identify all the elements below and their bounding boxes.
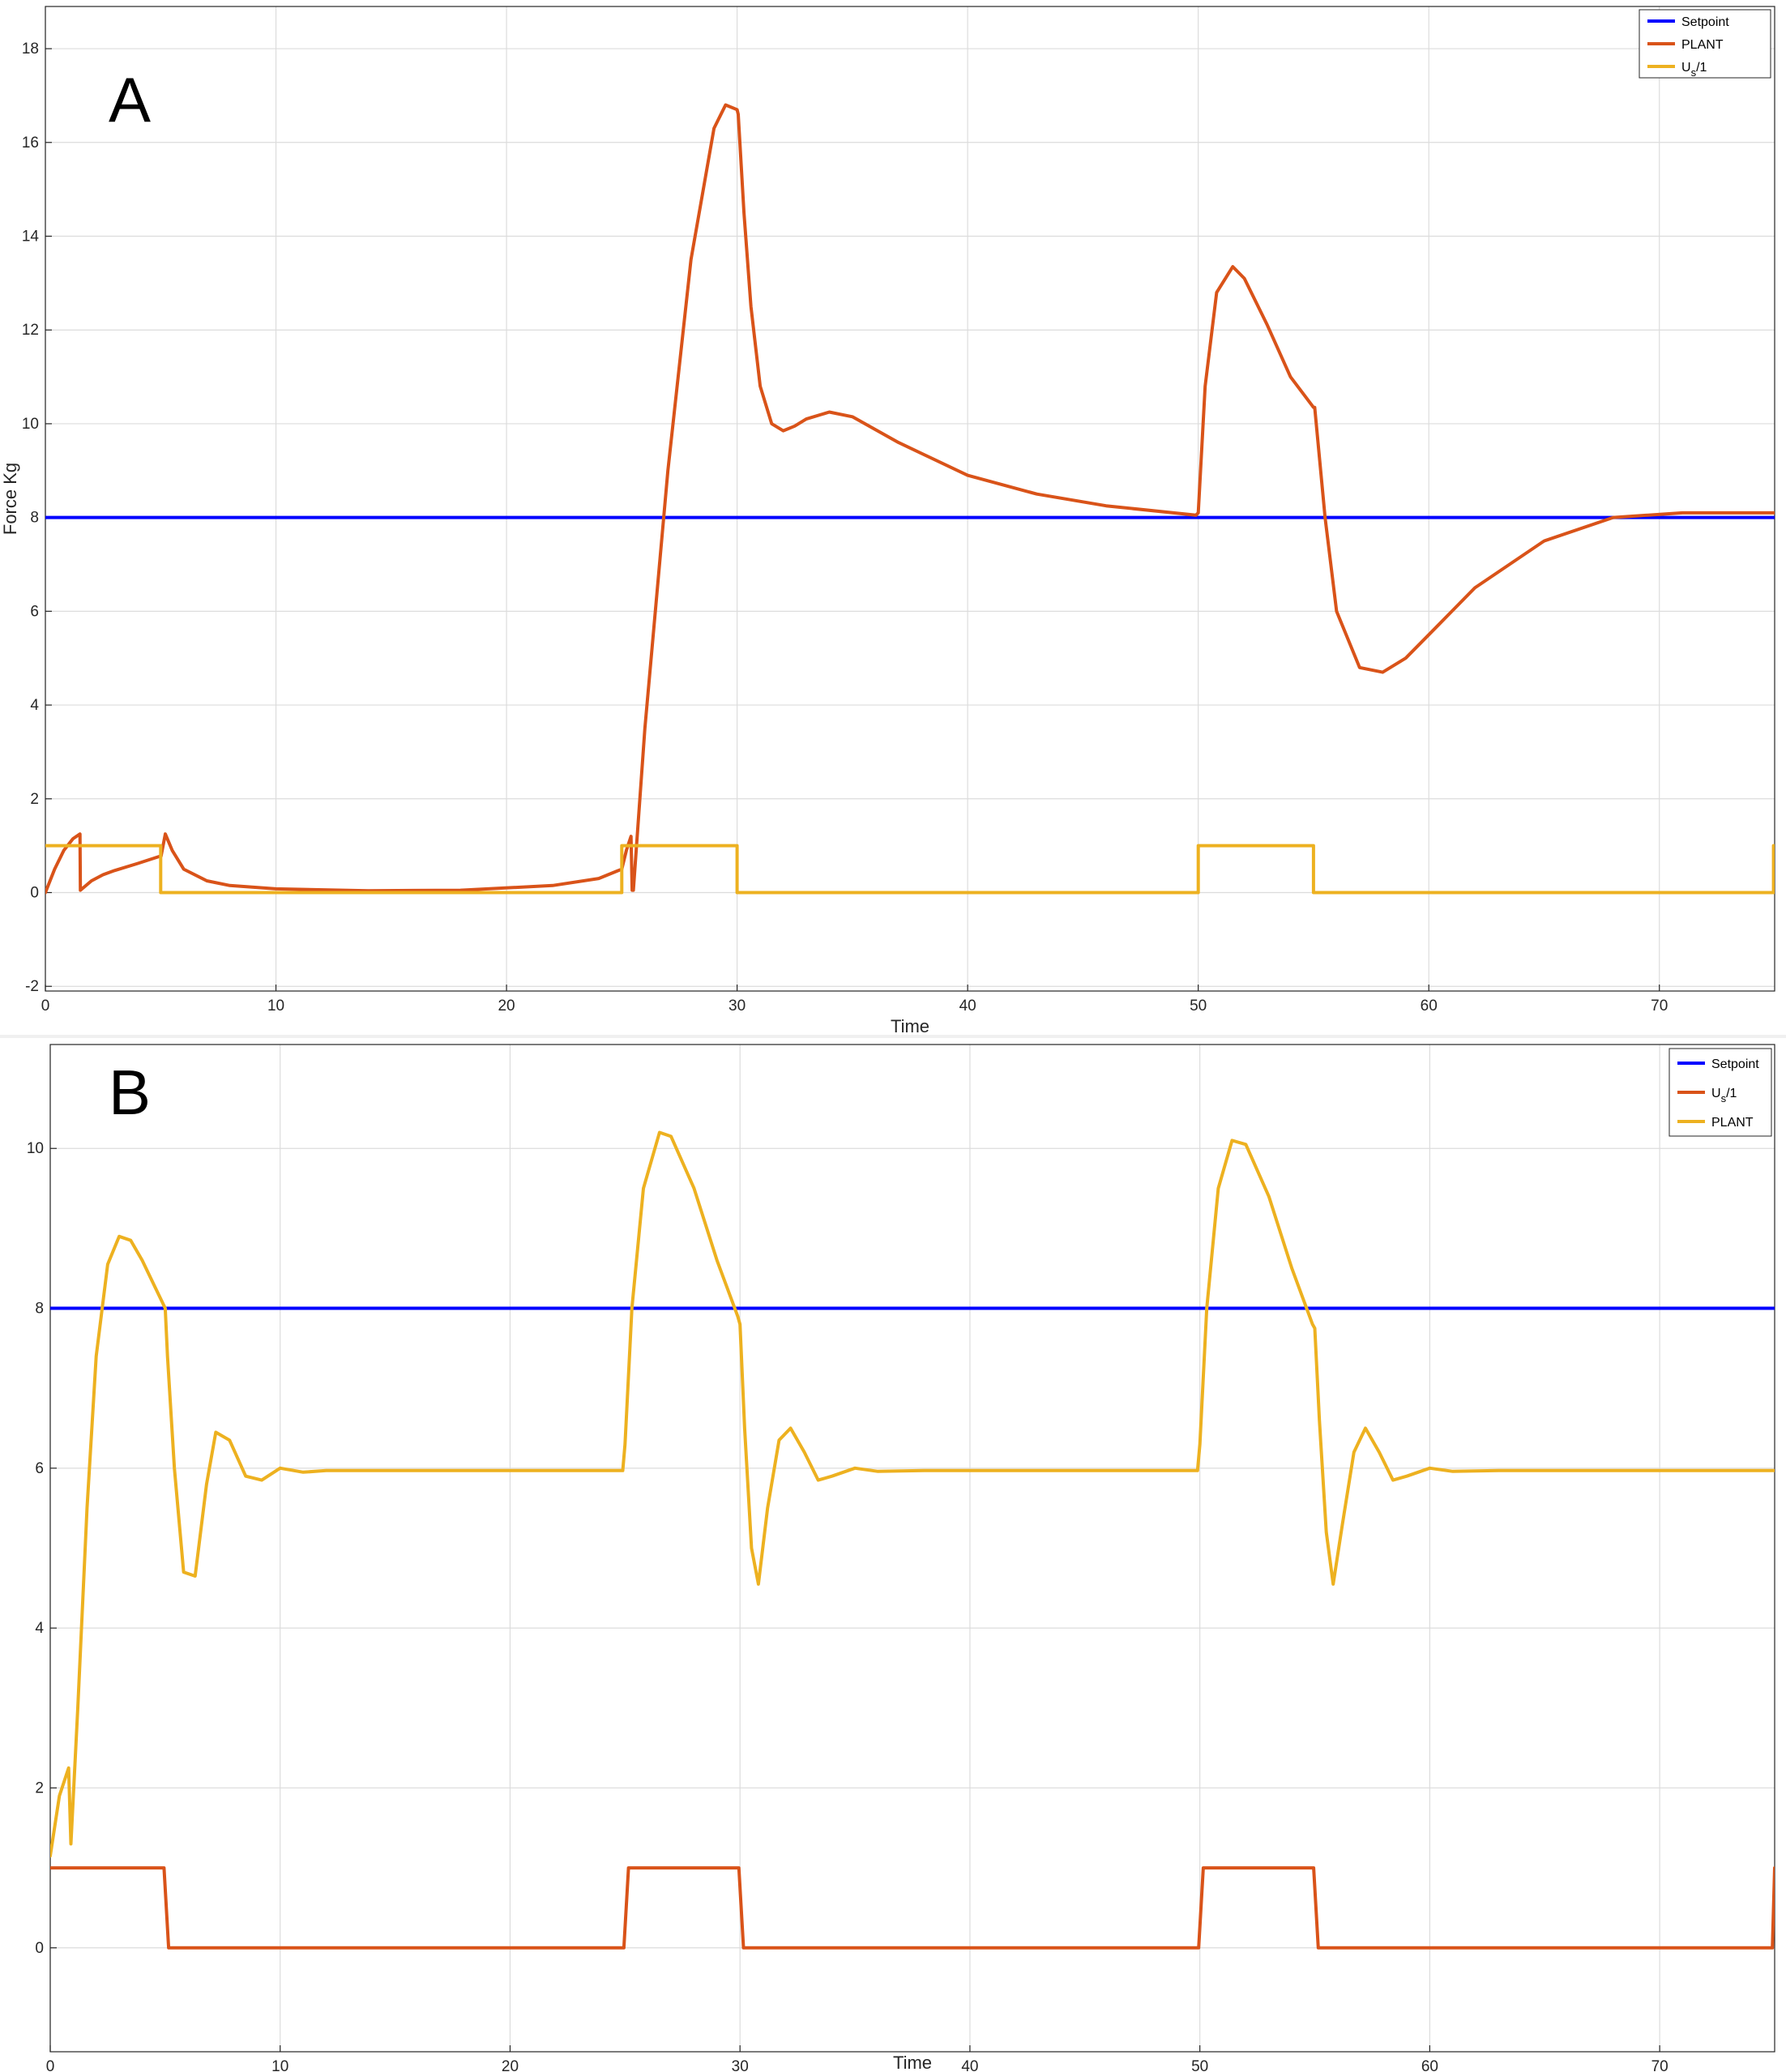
x-axis-title: Time — [891, 1016, 929, 1036]
y-tick-label: 0 — [30, 885, 39, 902]
x-tick-label: 60 — [1421, 2058, 1438, 2072]
x-tick-label: 50 — [1191, 2058, 1208, 2072]
y-tick-label: 14 — [22, 229, 40, 246]
panel-label: A — [109, 64, 151, 135]
series-line-u-s-1 — [50, 1866, 1775, 1950]
series-line-plant — [50, 1130, 1775, 1858]
y-tick-label: 8 — [35, 1301, 44, 1318]
y-tick-label: 12 — [22, 322, 39, 339]
y-tick-label: 10 — [22, 416, 39, 433]
y-tick-label: 2 — [30, 791, 39, 808]
y-tick-label: 10 — [27, 1140, 44, 1157]
x-tick-label: 70 — [1651, 998, 1668, 1015]
legend-entry: Setpoint — [1681, 15, 1729, 29]
x-tick-label: 70 — [1651, 2058, 1668, 2072]
chart-panel-b: 0 10 20 30 40 50 60 70 0 2 4 6 8 10 Time B Setpoint Us/1 P… — [27, 1044, 1775, 2072]
y-tick-label: 4 — [30, 697, 39, 714]
y-tick-label: 16 — [22, 135, 39, 152]
series-group — [45, 103, 1775, 895]
plot-area — [45, 6, 1775, 991]
x-tick-label: 0 — [41, 998, 50, 1015]
legend-entry: PLANT — [1681, 38, 1724, 52]
x-tick-label: 40 — [959, 998, 976, 1015]
axes-box — [49, 1044, 1775, 2053]
axes-box — [45, 6, 1775, 992]
panel-divider — [0, 1035, 1786, 1038]
panel-label: B — [109, 1057, 151, 1128]
y-tick-label: 6 — [30, 603, 39, 620]
y-tick-label: 0 — [35, 1940, 44, 1957]
legend-entry: PLANT — [1711, 1116, 1754, 1130]
y-axis-title: Force Kg — [0, 463, 20, 535]
y-tick-label: -2 — [25, 978, 39, 995]
legend-entry: Us/1 — [1681, 61, 1707, 79]
series-line-u-s-1 — [45, 844, 1775, 895]
x-tick-label: 60 — [1421, 998, 1438, 1015]
plot-area — [50, 1045, 1775, 2052]
legend-entry: Us/1 — [1711, 1087, 1737, 1104]
y-tick-label: 8 — [30, 510, 39, 527]
chart-panel-a: 0 10 20 30 40 50 60 70-2024681012141618TimeForc… — [0, 6, 1775, 1036]
y-tick-label: 4 — [35, 1620, 44, 1637]
series-group — [50, 1130, 1775, 1950]
y-tick-label: 6 — [35, 1460, 44, 1477]
x-tick-label: 20 — [502, 2058, 519, 2072]
x-tick-label: 50 — [1190, 998, 1207, 1015]
x-axis-title: Time — [893, 2053, 932, 2072]
x-tick-label: 30 — [732, 2058, 749, 2072]
legend: Setpoint Us/1 PLANT — [1668, 1048, 1772, 1137]
x-tick-label: 10 — [267, 998, 284, 1015]
x-tick-label: 10 — [271, 2058, 288, 2072]
y-tick-label: 2 — [35, 1779, 44, 1796]
x-tick-label: 0 — [46, 2058, 55, 2072]
y-tick-label: 18 — [22, 41, 39, 58]
x-tick-label: 20 — [498, 998, 515, 1015]
x-tick-label: 40 — [961, 2058, 978, 2072]
legend-entry: Setpoint — [1711, 1057, 1759, 1071]
x-tick-label: 30 — [728, 998, 746, 1015]
legend: Setpoint PLANT Us/1 — [1639, 9, 1771, 79]
